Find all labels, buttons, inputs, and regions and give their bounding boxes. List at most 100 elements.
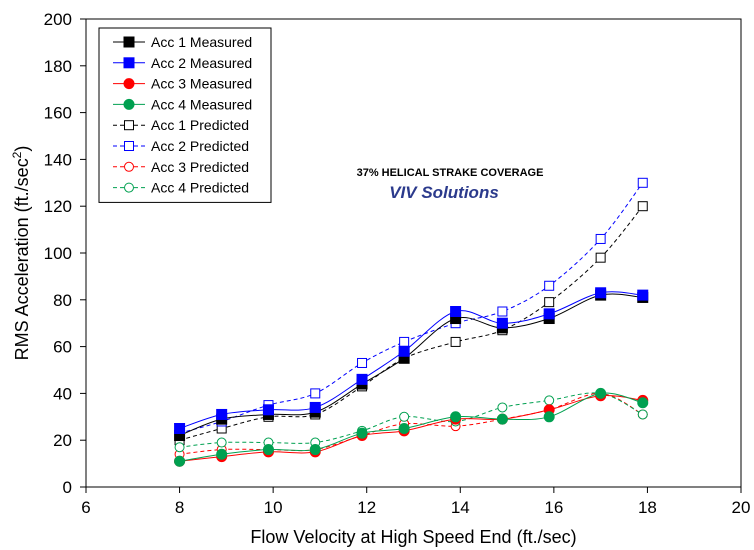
series-acc-2-predicted bbox=[174, 177, 648, 439]
data-point-acc-2-predicted bbox=[497, 306, 508, 317]
data-point-acc-1-predicted bbox=[637, 201, 648, 212]
data-point-acc-4-predicted bbox=[216, 437, 227, 448]
series-line-acc-4-predicted bbox=[179, 392, 643, 448]
series-acc-3-predicted bbox=[174, 388, 648, 460]
legend-swatch-marker bbox=[124, 141, 134, 151]
data-point-acc-2-predicted bbox=[310, 388, 321, 399]
legend-swatch-marker bbox=[123, 78, 135, 90]
y-tick-label: 160 bbox=[44, 104, 72, 123]
legend-label: Acc 1 Predicted bbox=[151, 117, 249, 133]
y-tick-label: 100 bbox=[44, 244, 72, 263]
data-point-acc-2-measured bbox=[496, 317, 508, 329]
data-point-acc-2-measured bbox=[309, 401, 321, 413]
legend-item-acc-1-measured: Acc 1 Measured bbox=[113, 34, 252, 50]
data-point-acc-2-measured bbox=[595, 287, 607, 299]
data-point-acc-4-measured bbox=[595, 387, 607, 399]
series-line-acc-1-predicted bbox=[179, 205, 644, 441]
y-tick-label: 80 bbox=[53, 291, 72, 310]
series-acc-3-measured bbox=[174, 390, 649, 467]
legend-swatch-marker bbox=[123, 98, 135, 110]
data-point-acc-1-predicted bbox=[595, 252, 606, 263]
y-tick-label: 140 bbox=[44, 150, 72, 169]
data-point-acc-1-predicted bbox=[544, 297, 555, 308]
x-axis-title: Flow Velocity at High Speed End (ft./sec… bbox=[250, 527, 576, 547]
legend-box bbox=[98, 27, 272, 203]
data-point-acc-2-measured bbox=[262, 404, 274, 416]
legend-swatch-marker bbox=[123, 36, 135, 48]
x-tick-label: 6 bbox=[81, 498, 90, 517]
data-point-acc-4-measured bbox=[496, 413, 508, 425]
series-line-acc-1-measured bbox=[179, 293, 643, 436]
annotation-text: 37% HELICAL STRAKE COVERAGE bbox=[357, 167, 544, 179]
data-point-acc-2-measured bbox=[216, 408, 228, 420]
y-axis-title: RMS Acceleration (ft./sec2) bbox=[10, 146, 32, 361]
data-point-acc-4-predicted bbox=[637, 409, 648, 420]
series-acc-1-predicted bbox=[174, 201, 648, 446]
y-tick-label: 60 bbox=[53, 338, 72, 357]
data-point-acc-4-measured bbox=[398, 423, 410, 434]
series-acc-1-measured bbox=[174, 289, 649, 442]
data-point-acc-4-measured bbox=[309, 444, 321, 456]
data-point-acc-2-measured bbox=[398, 345, 410, 357]
data-point-acc-4-measured bbox=[356, 427, 368, 439]
y-axis-title-main: RMS Acceleration (ft./sec bbox=[12, 158, 32, 360]
series-acc-2-measured bbox=[174, 287, 649, 434]
y-axis-title-sup: 2 bbox=[10, 151, 24, 158]
data-point-acc-2-predicted bbox=[544, 280, 555, 291]
series-line-acc-2-measured bbox=[179, 291, 643, 429]
y-tick-label: 40 bbox=[53, 384, 72, 403]
legend-swatch-marker bbox=[124, 182, 134, 193]
y-tick-label: 200 bbox=[44, 10, 72, 29]
series-layer bbox=[174, 177, 649, 467]
data-point-acc-4-measured bbox=[450, 411, 462, 423]
legend-item-acc-1-predicted: Acc 1 Predicted bbox=[113, 117, 249, 133]
legend-swatch-marker bbox=[124, 161, 134, 172]
legend-swatch-marker bbox=[124, 120, 134, 131]
legend-label: Acc 1 Measured bbox=[151, 34, 252, 50]
axes: 6 8 10 12 14 16 18 2002040608010012014016018020… bbox=[44, 10, 751, 517]
data-point-acc-4-predicted bbox=[399, 411, 410, 422]
data-point-acc-4-predicted bbox=[497, 402, 508, 413]
data-point-acc-2-predicted bbox=[357, 357, 368, 368]
x-tick-label: 14 bbox=[451, 498, 470, 517]
data-point-acc-2-predicted bbox=[637, 177, 648, 188]
y-tick-label: 0 bbox=[63, 478, 72, 497]
data-point-acc-2-predicted bbox=[595, 233, 606, 244]
data-point-acc-4-predicted bbox=[544, 395, 555, 406]
data-point-acc-1-predicted bbox=[450, 336, 461, 347]
y-tick-label: 120 bbox=[44, 197, 72, 216]
x-tick-label: 10 bbox=[264, 498, 283, 517]
series-acc-4-measured bbox=[174, 387, 649, 467]
legend-label: Acc 4 Measured bbox=[151, 96, 252, 112]
x-tick-label: 18 bbox=[638, 498, 657, 517]
y-tick-label: 20 bbox=[53, 431, 72, 450]
y-tick-label: 180 bbox=[44, 57, 72, 76]
legend-label: Acc 4 Predicted bbox=[151, 180, 249, 196]
x-tick-label: 12 bbox=[357, 498, 376, 517]
series-acc-4-predicted bbox=[174, 388, 648, 453]
data-point-acc-2-measured bbox=[174, 423, 186, 434]
data-point-acc-2-measured bbox=[356, 373, 368, 385]
data-point-acc-4-predicted bbox=[174, 442, 185, 453]
logo-text: VIV Solutions bbox=[389, 183, 499, 202]
series-line-acc-4-measured bbox=[179, 392, 643, 462]
x-tick-label: 16 bbox=[544, 498, 563, 517]
data-point-acc-4-measured bbox=[543, 411, 555, 423]
x-tick-label: 20 bbox=[732, 498, 751, 517]
x-tick-label: 8 bbox=[175, 498, 184, 517]
legend-label: Acc 2 Predicted bbox=[151, 138, 249, 154]
data-point-acc-4-measured bbox=[216, 448, 228, 460]
data-point-acc-2-measured bbox=[450, 306, 462, 317]
legend-item-acc-3-measured: Acc 3 Measured bbox=[113, 76, 252, 92]
y-axis-title-close: ) bbox=[12, 146, 32, 152]
legend-item-acc-2-measured: Acc 2 Measured bbox=[113, 55, 252, 71]
legend-label: Acc 3 Predicted bbox=[151, 159, 249, 175]
legend-label: Acc 2 Measured bbox=[151, 55, 252, 71]
legend-label: Acc 3 Measured bbox=[151, 76, 252, 92]
data-point-acc-2-measured bbox=[637, 289, 649, 301]
data-point-acc-2-predicted bbox=[399, 336, 410, 347]
legend-item-acc-2-predicted: Acc 2 Predicted bbox=[113, 138, 249, 154]
legend-item-acc-3-predicted: Acc 3 Predicted bbox=[113, 159, 249, 175]
